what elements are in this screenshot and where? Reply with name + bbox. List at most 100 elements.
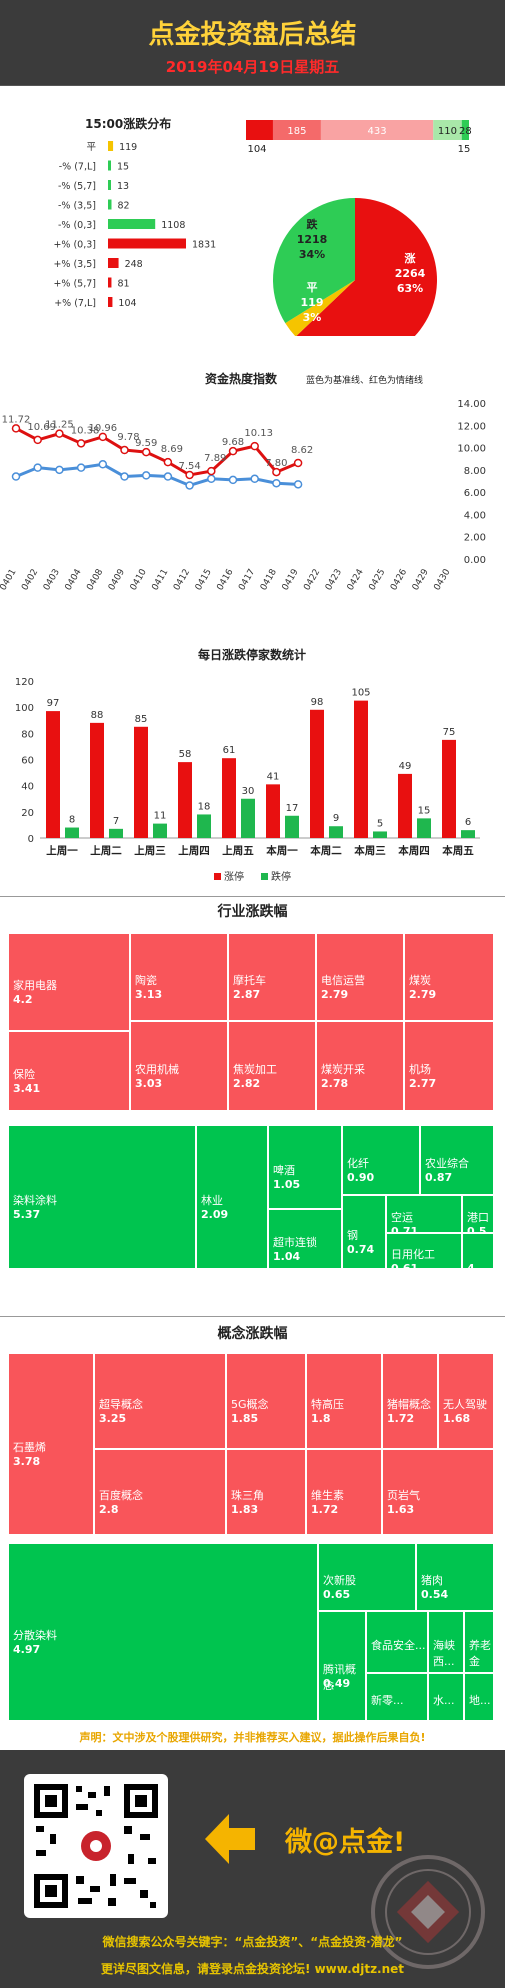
industry-down-name: 超市连锁 — [273, 1236, 317, 1249]
industry-up-name: 陶瓷 — [135, 974, 157, 987]
industry-down-tile: 钢 0.74 — [342, 1195, 386, 1269]
industry-up-value: 2.82 — [233, 1077, 261, 1090]
industry-up-name: 农用机械 — [135, 1063, 179, 1076]
concept-up-tile: 超导概念 3.25 — [94, 1353, 226, 1449]
limit-category: 本周四 — [398, 844, 430, 857]
dist-value: 248 — [125, 259, 143, 270]
heat-red-point — [228, 446, 238, 456]
industry-down-value: 0.87 — [425, 1171, 453, 1184]
limit-up-bar — [90, 722, 104, 838]
heat-red-point — [163, 457, 173, 467]
heat-red-label: 10.96 — [88, 423, 117, 434]
industry-down-tile: 空运 0.71 — [386, 1195, 462, 1233]
heat-blue-point — [141, 471, 151, 480]
limit-down-bar — [329, 826, 343, 838]
concept-down-name: 水... — [433, 1694, 455, 1707]
heat-red-label: 9.59 — [135, 438, 157, 449]
heat-ytick: 2.00 — [464, 533, 486, 544]
heat-blue-point — [272, 478, 281, 488]
limit-category: 上周四 — [178, 844, 210, 857]
limit-down-bar — [197, 814, 211, 838]
dist-bar — [108, 141, 114, 151]
industry-up-name: 家用电器 — [13, 979, 57, 992]
limit-down-bar — [241, 798, 255, 838]
concept-up-name: 超导概念 — [99, 1398, 143, 1411]
concept-up-name: 石墨烯 — [13, 1441, 46, 1454]
limit-down-label: 18 — [198, 801, 211, 812]
limit-down-label: 9 — [333, 813, 339, 824]
industry-down-tile: 港口 0.5 — [462, 1195, 494, 1233]
heat-xtick: 0411 — [150, 568, 170, 593]
pie-count: 119 — [301, 296, 324, 309]
industry-down-name: 染料涂料 — [13, 1194, 57, 1207]
concept-up-value: 2.8 — [99, 1503, 119, 1516]
concept-up-name: 5G概念 — [231, 1398, 269, 1411]
limit-ytick: 0 — [28, 834, 34, 845]
stack-segment — [246, 120, 273, 140]
dist-label: 平 — [86, 142, 96, 153]
industry-title: 行业涨跌幅 — [217, 904, 288, 920]
concept-up-value: 1.8 — [311, 1412, 331, 1425]
industry-down-tile: 日用化工 0.61 — [386, 1233, 462, 1269]
limit-down-bar — [109, 828, 123, 838]
limit-ytick: 120 — [15, 677, 34, 688]
concept-up-value: 1.72 — [387, 1412, 415, 1425]
industry-up-tile: 陶瓷 3.13 — [130, 933, 228, 1021]
stack-label: 433 — [368, 126, 387, 137]
concept-down-name: 腾讯概念 — [323, 1663, 356, 1692]
legend-down-swatch — [261, 873, 268, 880]
industry-down-tile: 染料涂料 5.37 — [8, 1125, 196, 1269]
heat-xtick: 0401 — [0, 568, 19, 593]
dist-label: +% (3,5] — [53, 259, 96, 270]
pie-pct: 63% — [397, 282, 423, 295]
industry-down-value: 1.05 — [273, 1178, 301, 1191]
concept-down-name: 分散染料 — [13, 1629, 57, 1642]
dist-label: +% (0,3] — [53, 240, 96, 251]
industry-down-value: 1.04 — [273, 1250, 301, 1263]
stack-segment — [272, 120, 321, 140]
heat-ytick: 0.00 — [464, 555, 486, 566]
stack-label: 28 — [459, 126, 472, 137]
limit-up-label: 49 — [399, 761, 412, 772]
dist-label: -% (0,3] — [58, 220, 96, 231]
dist-bar — [108, 219, 156, 229]
limit-up-bar — [354, 700, 368, 838]
limit-down-label: 8 — [69, 815, 75, 826]
industry-down-tile: 超市连锁 1.04 — [268, 1209, 342, 1269]
heat-blue-point — [98, 460, 108, 469]
industry-down-name: 空运 — [391, 1211, 413, 1224]
dist-value: 119 — [119, 142, 137, 153]
concept-up-value: 1.72 — [311, 1503, 339, 1516]
concept-up-name: 特高压 — [311, 1398, 344, 1411]
limit-title: 每日涨跌停家数统计 — [198, 647, 306, 662]
dist-value: 13 — [117, 181, 129, 192]
dist-label: -% (3,5] — [58, 201, 96, 212]
heat-xtick: 0415 — [194, 568, 214, 593]
limit-category: 上周一 — [46, 844, 78, 857]
heat-red-point — [207, 466, 216, 476]
concept-down-tile: 地... — [464, 1673, 494, 1721]
industry-down-name: 啤酒 — [273, 1164, 295, 1177]
industry-up-tile: 摩托车 2.87 — [228, 933, 316, 1021]
heat-red-label: 8.62 — [291, 445, 313, 456]
industry-down-value: 0.71 — [391, 1225, 419, 1233]
heat-xtick: 0417 — [237, 568, 257, 593]
dist-bar — [108, 258, 119, 268]
limit-up-label: 75 — [443, 727, 456, 738]
limit-up-bar — [178, 762, 192, 838]
footer: 微@点金! 微信搜索公众号关键字：“点金投资”、“点金投资·潜龙” 更详尽图文信… — [0, 1750, 505, 1988]
stack-label: 110 — [438, 126, 457, 137]
industry-up-value: 2.87 — [233, 988, 261, 1001]
concept-down-value: 0.65 — [323, 1588, 351, 1601]
limit-category: 本周一 — [266, 844, 298, 857]
concept-down-value: 4.97 — [13, 1643, 41, 1656]
heat-red-label: 7.54 — [178, 461, 200, 472]
industry-down-value: 5.37 — [13, 1208, 41, 1221]
concept-down-tile: 猪肉 0.54 — [416, 1543, 494, 1611]
concept-up-value: 1.68 — [443, 1412, 471, 1425]
forum-line: 更详尽图文信息，请登录点金投资论坛! www.djtz.net — [100, 1962, 405, 1976]
concept-up-value: 1.85 — [231, 1412, 259, 1425]
concept-up-value: 1.63 — [387, 1503, 415, 1516]
heat-blue-point — [293, 480, 303, 489]
industry-up-name: 焦炭加工 — [233, 1063, 277, 1076]
